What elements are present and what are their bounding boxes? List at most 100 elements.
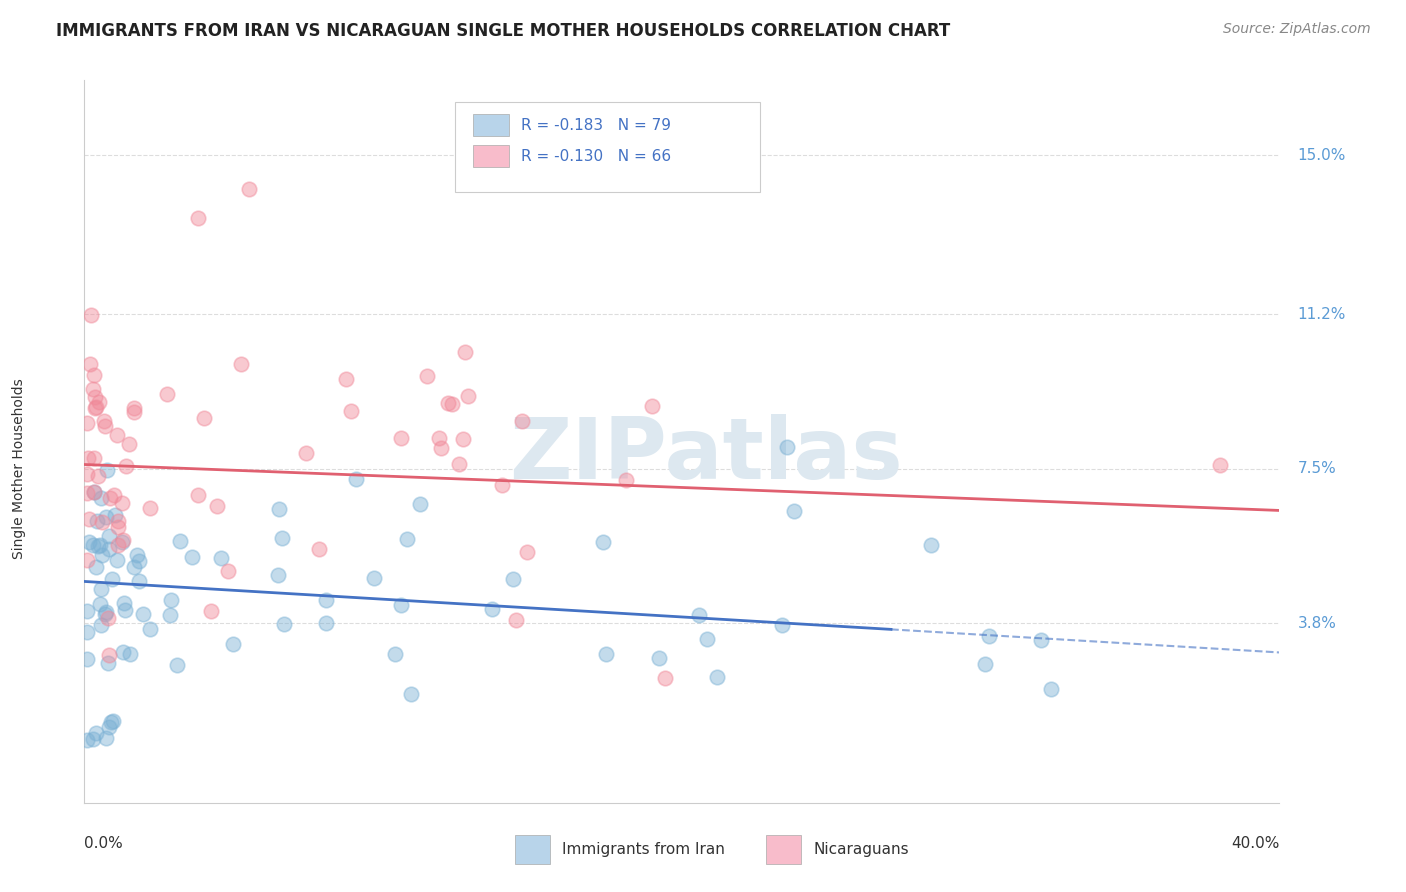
Point [120, 647, 142, 661]
Point [457, 389, 479, 403]
Point [209, 550, 232, 565]
Point [104, 508, 127, 522]
Point [229, 357, 252, 371]
Point [648, 650, 671, 665]
Point [98, 648, 121, 663]
Point [97, 610, 120, 624]
Point [80, 308, 103, 322]
Point [118, 436, 141, 450]
Point [76, 605, 98, 619]
Point [409, 497, 432, 511]
Point [77, 511, 100, 525]
Point [427, 431, 450, 445]
Text: R = -0.183   N = 79: R = -0.183 N = 79 [520, 118, 671, 133]
Point [90, 549, 112, 563]
Point [200, 604, 222, 618]
Point [86, 514, 108, 528]
Point [79, 357, 101, 371]
Point [87, 395, 110, 409]
Point [105, 553, 128, 567]
Point [399, 687, 422, 701]
Point [84, 560, 107, 574]
Point [688, 607, 710, 622]
Point [76, 416, 98, 430]
Point [76, 467, 98, 481]
Point [76, 624, 98, 639]
Point [654, 671, 676, 685]
Point [1029, 633, 1052, 648]
Point [111, 533, 134, 547]
Point [128, 554, 150, 568]
Point [273, 617, 295, 632]
Point [97, 657, 120, 671]
Text: Immigrants from Iran: Immigrants from Iran [562, 842, 725, 857]
Point [783, 504, 806, 518]
Point [516, 545, 538, 559]
Point [83, 368, 105, 382]
Point [267, 568, 290, 582]
Point [156, 386, 179, 401]
Point [614, 473, 637, 487]
Point [79, 535, 101, 549]
Point [222, 637, 245, 651]
Point [101, 572, 124, 586]
Point [111, 496, 134, 510]
Point [363, 570, 385, 584]
Text: 0.0%: 0.0% [84, 836, 124, 851]
Point [389, 598, 412, 612]
Point [641, 399, 664, 413]
Point [94, 510, 117, 524]
Text: 15.0%: 15.0% [1298, 148, 1346, 163]
Point [775, 440, 797, 454]
Point [94, 731, 117, 746]
Point [502, 572, 524, 586]
Point [111, 645, 134, 659]
Point [84, 726, 107, 740]
Point [430, 442, 453, 456]
Point [315, 615, 337, 630]
Text: ZIPatlas: ZIPatlas [509, 415, 903, 498]
Point [505, 613, 527, 627]
FancyBboxPatch shape [456, 102, 759, 193]
Point [440, 397, 463, 411]
FancyBboxPatch shape [515, 835, 551, 864]
Point [1209, 458, 1232, 472]
Point [315, 593, 337, 607]
Point [83, 451, 105, 466]
Point [706, 670, 728, 684]
Text: 40.0%: 40.0% [1232, 836, 1279, 851]
Point [159, 608, 181, 623]
Point [94, 418, 117, 433]
Point [395, 532, 418, 546]
Point [84, 390, 107, 404]
Text: Source: ZipAtlas.com: Source: ZipAtlas.com [1223, 22, 1371, 37]
Point [122, 560, 145, 574]
Point [76, 553, 98, 567]
Point [93, 414, 115, 428]
Point [83, 485, 105, 500]
Point [451, 432, 474, 446]
Point [107, 514, 129, 528]
Point [107, 538, 129, 552]
Point [132, 607, 155, 621]
Point [105, 428, 128, 442]
Point [90, 618, 112, 632]
Point [481, 602, 503, 616]
Point [187, 211, 209, 226]
Point [94, 607, 117, 622]
Point [84, 400, 107, 414]
Point [180, 550, 202, 565]
Point [770, 617, 793, 632]
Point [115, 458, 138, 473]
Point [344, 472, 367, 486]
Point [101, 714, 124, 728]
Point [977, 629, 1000, 643]
Point [139, 500, 162, 515]
Point [82, 382, 104, 396]
Point [454, 345, 477, 359]
Point [76, 733, 98, 747]
Point [295, 446, 318, 460]
Point [76, 652, 98, 666]
Point [187, 488, 209, 502]
FancyBboxPatch shape [472, 114, 509, 136]
